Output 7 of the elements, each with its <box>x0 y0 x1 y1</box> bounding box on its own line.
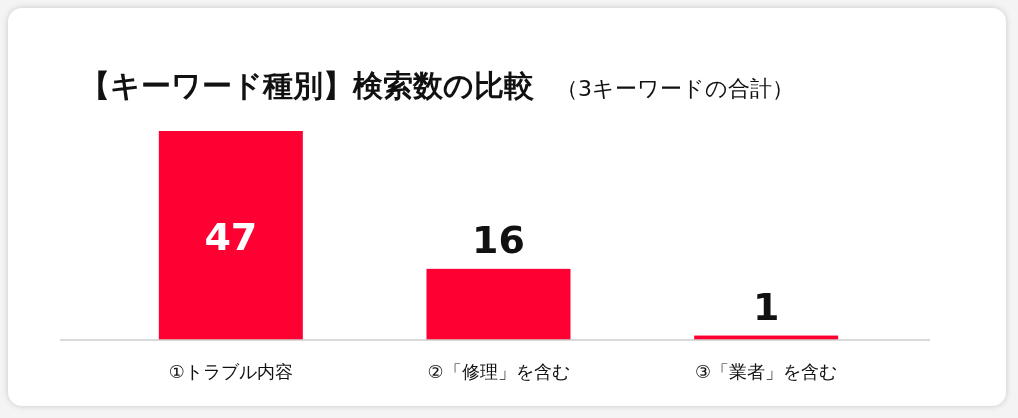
data-label: 47 <box>204 214 258 259</box>
x-tick-label: ①トラブル内容 <box>168 361 293 382</box>
data-label: 16 <box>472 217 525 262</box>
x-tick-label: ③「業者」を含む <box>695 361 838 382</box>
x-tick-label: ②「修理」を含む <box>427 361 570 382</box>
title: 【キーワード種別】検索数の比較 （3キーワードの合計） <box>80 68 794 103</box>
data-label: 1 <box>752 284 780 329</box>
